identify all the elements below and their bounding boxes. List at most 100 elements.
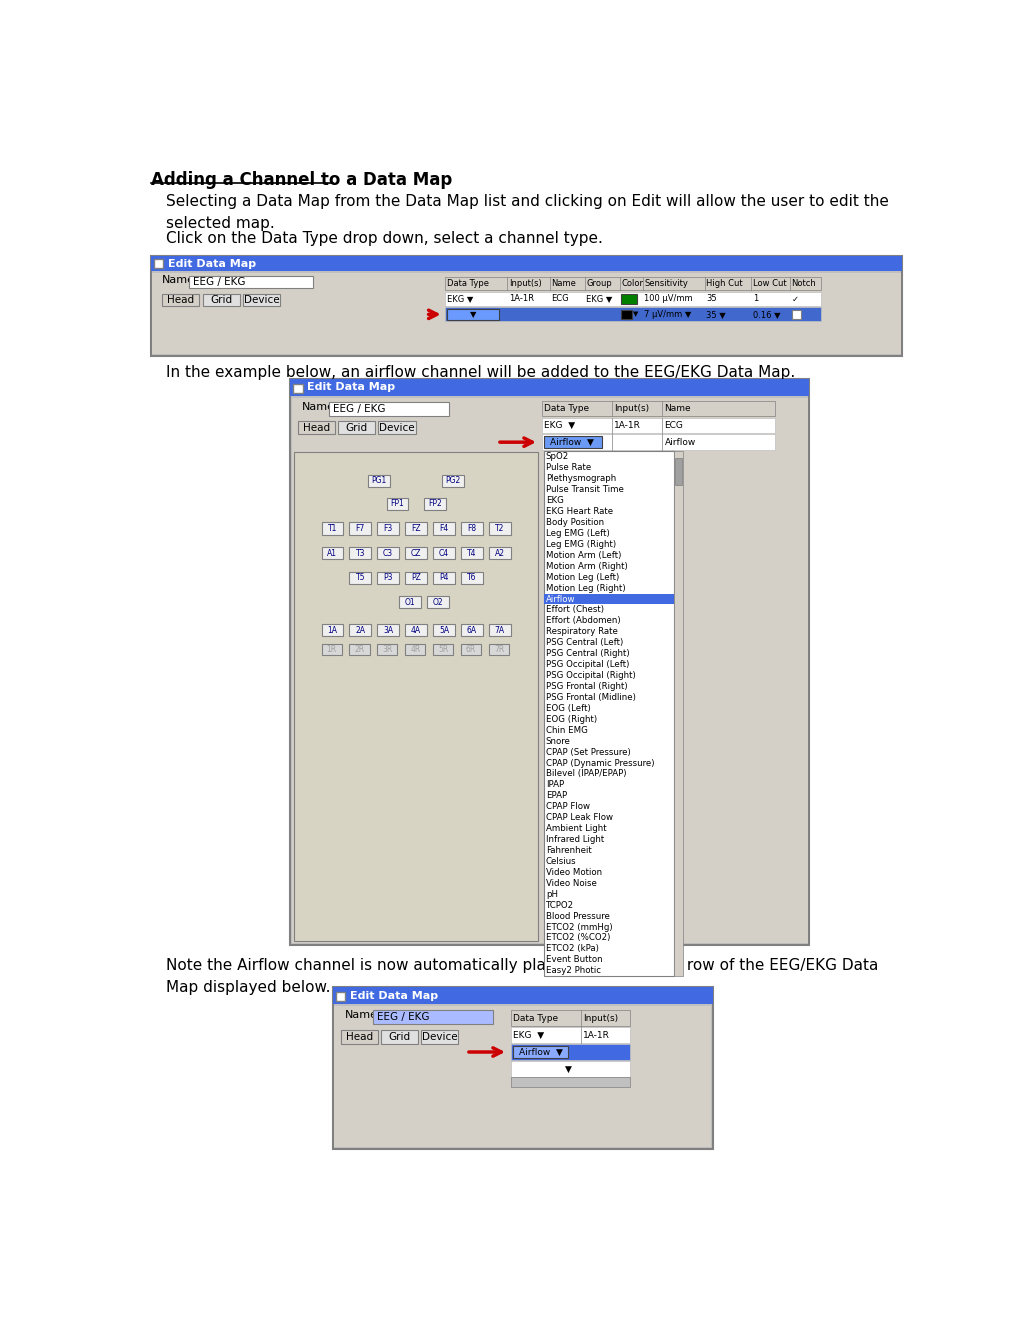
Bar — [792, 309, 801, 319]
Bar — [445, 292, 821, 306]
Bar — [377, 547, 399, 560]
Text: CZ: CZ — [411, 549, 421, 557]
Text: CPAP Leak Flow: CPAP Leak Flow — [546, 813, 612, 822]
Bar — [421, 1030, 459, 1044]
Bar — [322, 624, 343, 636]
Text: Video Motion: Video Motion — [546, 868, 602, 877]
Text: EKG  ▼: EKG ▼ — [514, 1031, 544, 1039]
Text: Leg EMG (Right): Leg EMG (Right) — [546, 540, 616, 549]
Text: Airflow  ▼: Airflow ▼ — [549, 437, 593, 446]
Text: 7 μV/mm ▼: 7 μV/mm ▼ — [644, 309, 692, 319]
Bar — [433, 644, 453, 655]
Text: ▼: ▼ — [566, 1064, 572, 1073]
Text: Plethysmograph: Plethysmograph — [546, 474, 616, 483]
Text: 2R: 2R — [355, 645, 365, 653]
Bar — [445, 307, 821, 321]
Text: Data Type: Data Type — [446, 279, 489, 288]
Text: 1A-1R: 1A-1R — [583, 1031, 610, 1039]
Text: pH: pH — [546, 890, 557, 898]
Text: ECG: ECG — [664, 420, 684, 429]
Bar — [294, 452, 538, 942]
Text: Head: Head — [303, 423, 330, 432]
Text: Fahrenheit: Fahrenheit — [546, 846, 592, 855]
Bar — [433, 547, 454, 560]
Text: Low Cut: Low Cut — [753, 279, 787, 288]
Text: ▼: ▼ — [470, 309, 476, 319]
Text: Input(s): Input(s) — [508, 279, 541, 288]
Text: In the example below, an airflow channel will be added to the EEG/EKG Data Map.: In the example below, an airflow channel… — [166, 365, 796, 381]
Text: EEG / EKG: EEG / EKG — [194, 277, 246, 287]
Bar — [406, 644, 425, 655]
Bar — [442, 474, 464, 487]
Text: CPAP (Set Pressure): CPAP (Set Pressure) — [546, 748, 631, 756]
Text: 6A: 6A — [467, 626, 477, 635]
Text: Celsius: Celsius — [546, 857, 577, 867]
Text: Easy2 Photic: Easy2 Photic — [546, 967, 601, 976]
Text: EOG (Right): EOG (Right) — [546, 715, 597, 724]
Text: Notch: Notch — [792, 279, 816, 288]
Text: Name: Name — [664, 404, 691, 412]
Text: EOG (Left): EOG (Left) — [546, 703, 591, 712]
Text: Adding a Channel to a Data Map: Adding a Channel to a Data Map — [151, 171, 451, 190]
Text: EEG / EKG: EEG / EKG — [377, 1013, 429, 1022]
Bar — [340, 1030, 378, 1044]
Text: ECG: ECG — [551, 295, 569, 303]
Text: Name: Name — [344, 1010, 377, 1021]
Bar — [162, 294, 200, 306]
Bar — [338, 420, 375, 435]
Bar — [406, 572, 427, 583]
Text: PSG Central (Left): PSG Central (Left) — [546, 639, 624, 647]
Text: Grid: Grid — [210, 295, 232, 304]
Text: Effort (Abdomen): Effort (Abdomen) — [546, 616, 621, 626]
Bar — [291, 398, 808, 943]
Text: ETCO2 (kPa): ETCO2 (kPa) — [546, 944, 599, 954]
Bar — [373, 1010, 493, 1025]
Bar — [511, 1044, 630, 1060]
Text: IPAP: IPAP — [546, 781, 564, 789]
Bar — [511, 1062, 630, 1077]
Text: Pulse Rate: Pulse Rate — [546, 464, 591, 473]
Text: PG1: PG1 — [371, 477, 386, 485]
Text: P4: P4 — [439, 573, 448, 582]
Bar — [489, 644, 510, 655]
Text: FZ: FZ — [412, 524, 421, 533]
Text: EPAP: EPAP — [546, 792, 567, 801]
Text: Name: Name — [551, 279, 576, 288]
Text: Selecting a Data Map from the Data Map list and clicking on Edit will allow the : Selecting a Data Map from the Data Map l… — [166, 194, 889, 232]
Text: T4: T4 — [467, 549, 477, 557]
Bar — [513, 1046, 569, 1058]
Text: Edit Data Map: Edit Data Map — [168, 258, 256, 269]
Text: Body Position: Body Position — [546, 518, 604, 527]
Text: 3R: 3R — [382, 645, 392, 653]
Text: Name: Name — [162, 275, 196, 286]
Bar — [511, 1010, 630, 1026]
Text: Data Type: Data Type — [544, 404, 589, 412]
Text: ▼: ▼ — [634, 311, 639, 317]
Bar — [543, 594, 674, 605]
Bar — [433, 624, 454, 636]
Bar — [511, 1077, 630, 1088]
Text: 5A: 5A — [439, 626, 449, 635]
Text: Motion Arm (Right): Motion Arm (Right) — [546, 562, 628, 570]
Text: Device: Device — [422, 1033, 458, 1042]
Bar — [445, 277, 821, 291]
Text: Head: Head — [345, 1033, 373, 1042]
Text: 35 ▼: 35 ▼ — [706, 309, 727, 319]
Bar — [621, 294, 637, 304]
Text: Grid: Grid — [388, 1033, 411, 1042]
Bar — [377, 572, 399, 583]
Bar — [543, 452, 674, 976]
Text: A1: A1 — [327, 549, 337, 557]
Text: F8: F8 — [468, 524, 477, 533]
Text: Leg EMG (Left): Leg EMG (Left) — [546, 529, 609, 537]
Bar — [333, 988, 712, 1148]
Bar — [350, 644, 370, 655]
Bar — [290, 379, 809, 396]
Text: FP1: FP1 — [390, 499, 405, 508]
Text: Motion Arm (Left): Motion Arm (Left) — [546, 551, 622, 560]
Text: Airflow  ▼: Airflow ▼ — [519, 1047, 562, 1056]
Bar — [334, 1006, 711, 1147]
Text: FP2: FP2 — [428, 499, 441, 508]
Bar — [336, 992, 345, 1001]
Text: High Cut: High Cut — [706, 279, 743, 288]
